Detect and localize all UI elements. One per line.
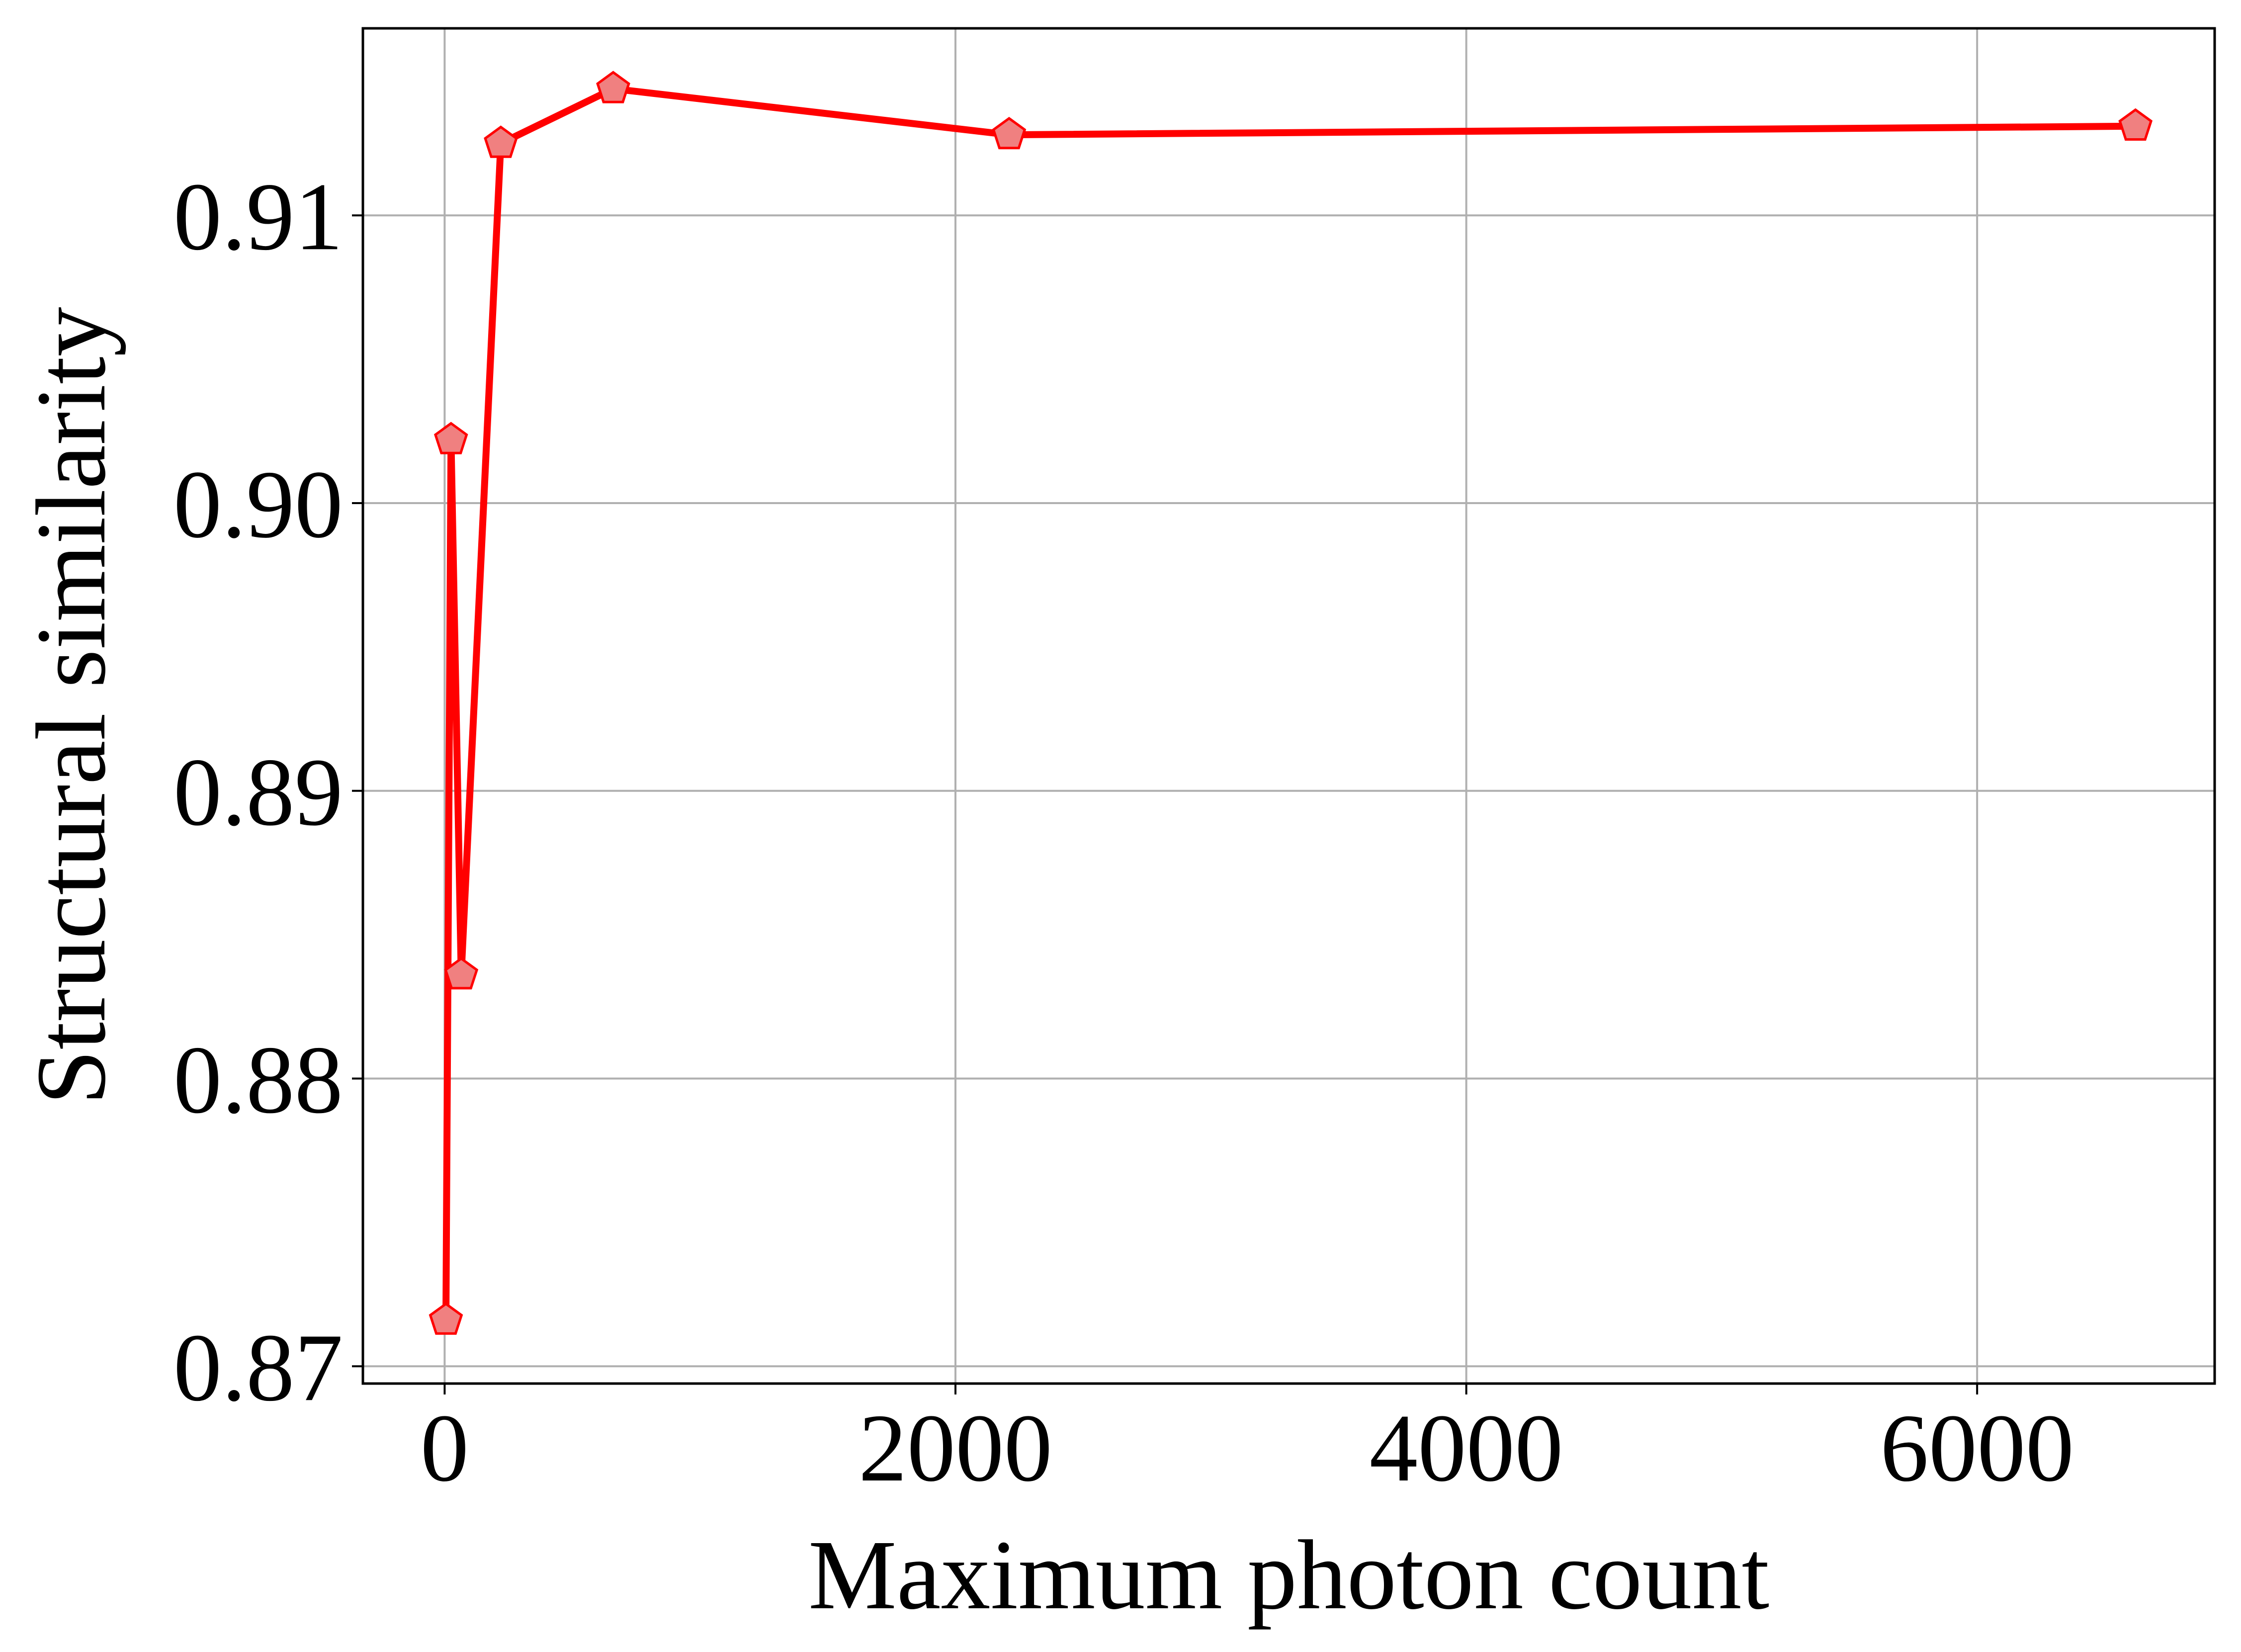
data-point-marker bbox=[429, 1302, 463, 1335]
y-tick-label: 0.87 bbox=[173, 1314, 343, 1421]
x-tick-label: 6000 bbox=[1880, 1394, 2074, 1502]
y-tick-label: 0.88 bbox=[173, 1027, 343, 1134]
plot-frame bbox=[361, 27, 2216, 1385]
x-axis-title: Maximum photon count bbox=[808, 1520, 1769, 1630]
x-tick-label: 2000 bbox=[859, 1394, 1052, 1502]
data-point-marker bbox=[992, 117, 1027, 150]
y-tick-label: 0.89 bbox=[173, 739, 343, 846]
data-point-marker bbox=[596, 71, 630, 103]
tick-labels: 0 2000 4000 6000 0.87 0.88 0.89 0.90 0.91 bbox=[173, 163, 2074, 1502]
x-tick-label: 4000 bbox=[1370, 1394, 1563, 1502]
series-line-group bbox=[442, 85, 2139, 1324]
y-tick-label: 0.91 bbox=[173, 163, 343, 270]
grid bbox=[363, 28, 2215, 1384]
series-line bbox=[442, 85, 2139, 1324]
y-tick-label: 0.90 bbox=[173, 451, 343, 558]
series-markers bbox=[429, 71, 2153, 1335]
axis-ticks bbox=[352, 214, 1979, 1394]
data-point-marker bbox=[2118, 108, 2153, 141]
data-point-marker bbox=[484, 125, 518, 158]
y-axis-title: Structural similarity bbox=[16, 307, 126, 1105]
data-point-marker bbox=[433, 422, 468, 454]
x-tick-label: 0 bbox=[421, 1394, 469, 1502]
data-point-marker bbox=[444, 957, 479, 990]
